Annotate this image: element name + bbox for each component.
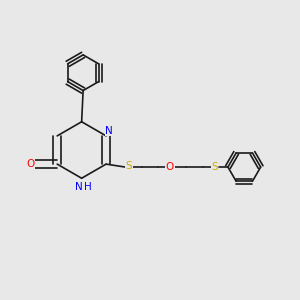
Text: S: S: [211, 162, 218, 172]
Text: H: H: [84, 182, 92, 192]
Text: S: S: [126, 160, 132, 171]
Text: O: O: [166, 162, 174, 172]
Text: N: N: [105, 125, 113, 136]
Text: O: O: [26, 159, 34, 169]
Text: N: N: [75, 182, 83, 192]
